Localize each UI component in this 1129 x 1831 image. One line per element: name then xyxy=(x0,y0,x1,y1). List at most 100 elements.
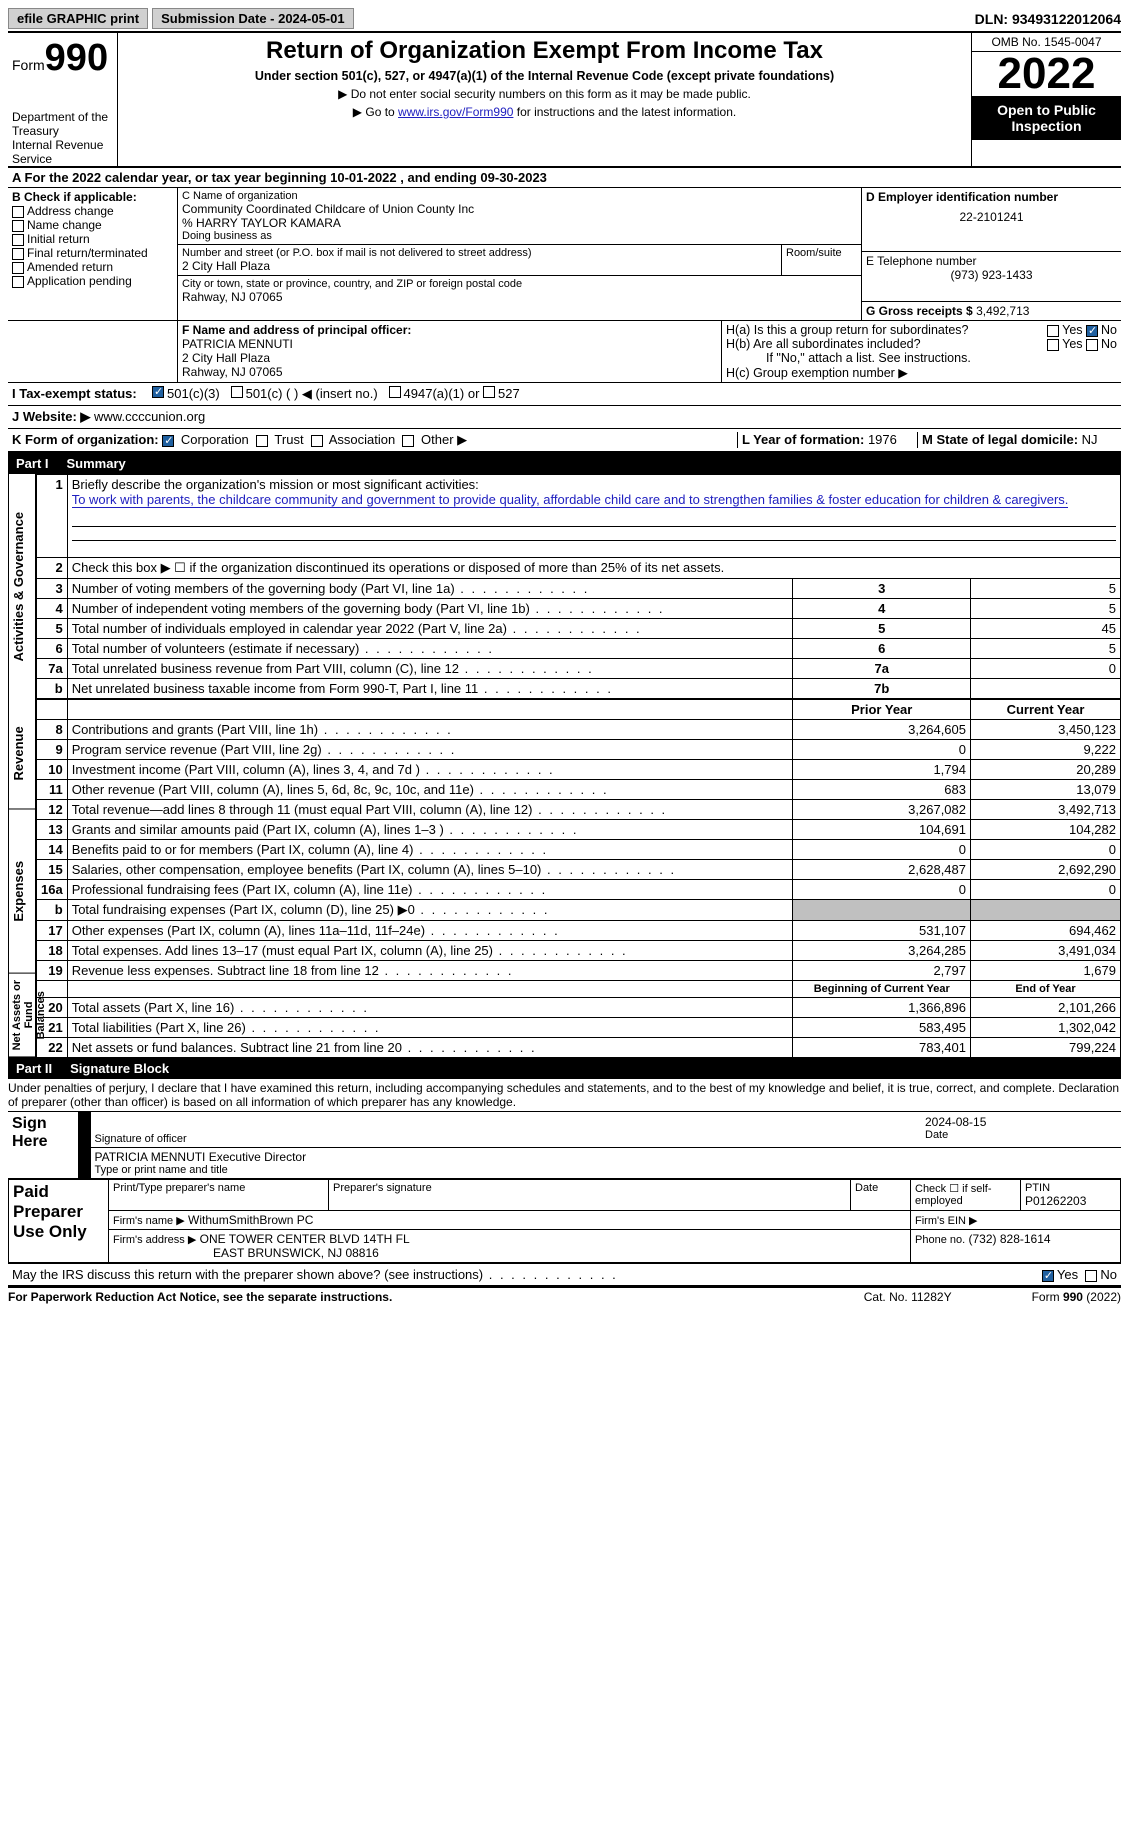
i-501c3[interactable] xyxy=(152,386,164,398)
discuss-no[interactable] xyxy=(1085,1270,1097,1282)
summary-body: Activities & Governance Revenue Expenses… xyxy=(8,474,1121,1058)
firm-addr-label: Firm's address ▶ xyxy=(113,1234,196,1246)
tax-year: 2022 xyxy=(972,52,1121,96)
c-care-of: % HARRY TAYLOR KAMARA xyxy=(182,216,857,230)
d-label: D Employer identification number xyxy=(866,190,1117,204)
summary-row: 7aTotal unrelated business revenue from … xyxy=(37,659,1121,679)
b-opt-amended[interactable]: Amended return xyxy=(12,260,173,274)
i-4947[interactable] xyxy=(389,386,401,398)
c-org-name: Community Coordinated Childcare of Union… xyxy=(182,202,857,216)
prep-date-label: Date xyxy=(855,1182,906,1194)
preparer-table: Paid Preparer Use Only Print/Type prepar… xyxy=(8,1178,1121,1263)
c-city: Rahway, NJ 07065 xyxy=(182,290,857,304)
b-opt-final[interactable]: Final return/terminated xyxy=(12,246,173,260)
h-b-label: H(b) Are all subordinates included? xyxy=(726,337,1047,351)
discuss-yes[interactable] xyxy=(1042,1270,1054,1282)
signature-table: Sign Here Signature of officer 2024-08-1… xyxy=(8,1112,1121,1178)
header-mid: Return of Organization Exempt From Incom… xyxy=(118,33,971,166)
summary-row: 4Number of independent voting members of… xyxy=(37,599,1121,619)
sig-name-title: PATRICIA MENNUTI Executive Director xyxy=(95,1150,1118,1164)
j-website: www.ccccunion.org xyxy=(94,409,205,425)
b-opt-name[interactable]: Name change xyxy=(12,218,173,232)
b-label: B Check if applicable: xyxy=(12,190,173,204)
k-corp[interactable] xyxy=(162,435,174,447)
open-to-public: Open to Public Inspection xyxy=(972,96,1121,140)
side-activities: Activities & Governance xyxy=(9,474,35,699)
summary-row: 10Investment income (Part VIII, column (… xyxy=(37,760,1121,780)
summary-row: 20Total assets (Part X, line 16)1,366,89… xyxy=(37,998,1121,1018)
e-label: E Telephone number xyxy=(866,254,1117,268)
f-addr2: Rahway, NJ 07065 xyxy=(182,365,717,379)
h-b-yes[interactable] xyxy=(1047,339,1059,351)
k-trust[interactable] xyxy=(256,435,268,447)
e-phone: (973) 923-1433 xyxy=(866,268,1117,282)
section-bcdefg: B Check if applicable: Address change Na… xyxy=(8,188,1121,320)
sign-here-label: Sign Here xyxy=(8,1113,78,1178)
part-ii-title: Signature Block xyxy=(70,1061,169,1076)
summary-row: 17Other expenses (Part IX, column (A), l… xyxy=(37,921,1121,941)
summary-row: 5Total number of individuals employed in… xyxy=(37,619,1121,639)
summary-row: 8Contributions and grants (Part VIII, li… xyxy=(37,720,1121,740)
ptin-value: P01262203 xyxy=(1025,1194,1116,1208)
firm-name-label: Firm's name ▶ xyxy=(113,1215,185,1227)
discuss-row: May the IRS discuss this return with the… xyxy=(8,1263,1121,1287)
side-revenue: Revenue xyxy=(9,699,35,809)
summary-row: 9Program service revenue (Part VIII, lin… xyxy=(37,740,1121,760)
phone-label: Phone no. xyxy=(915,1234,965,1246)
section-c: C Name of organization Community Coordin… xyxy=(178,188,861,320)
summary-row: 22Net assets or fund balances. Subtract … xyxy=(37,1038,1121,1058)
i-527[interactable] xyxy=(483,386,495,398)
penalty-text: Under penalties of perjury, I declare th… xyxy=(8,1079,1121,1112)
header-left: Form990 Department of the Treasury Inter… xyxy=(8,33,118,166)
form-number-990: 990 xyxy=(45,37,108,79)
form-subtitle-3: ▶ Go to www.irs.gov/Form990 for instruct… xyxy=(122,105,967,119)
c-label: C Name of organization xyxy=(182,190,857,202)
h-b-no[interactable] xyxy=(1086,339,1098,351)
sig-date: 2024-08-15 xyxy=(925,1115,1117,1129)
i-501c[interactable] xyxy=(231,386,243,398)
form-subtitle-1: Under section 501(c), 527, or 4947(a)(1)… xyxy=(122,69,967,83)
summary-row: 19Revenue less expenses. Subtract line 1… xyxy=(37,961,1121,981)
h-a-yes[interactable] xyxy=(1047,325,1059,337)
summary-row: 21Total liabilities (Part X, line 26)583… xyxy=(37,1018,1121,1038)
summary-row: 18Total expenses. Add lines 13–17 (must … xyxy=(37,941,1121,961)
summary-row: bTotal fundraising expenses (Part IX, co… xyxy=(37,900,1121,921)
efile-print-button[interactable]: efile GRAPHIC print xyxy=(8,8,148,29)
c-street: 2 City Hall Plaza xyxy=(182,259,777,273)
m-label: M State of legal domicile: xyxy=(922,432,1078,447)
b-opt-pending[interactable]: Application pending xyxy=(12,274,173,288)
h-b-note: If "No," attach a list. See instructions… xyxy=(726,351,1117,365)
section-a-tax-year: A For the 2022 calendar year, or tax yea… xyxy=(8,168,1121,188)
summary-row: 16aProfessional fundraising fees (Part I… xyxy=(37,880,1121,900)
line1-label: Briefly describe the organization's miss… xyxy=(72,477,479,492)
section-f-h: F Name and address of principal officer:… xyxy=(8,320,1121,382)
prep-check-label: Check ☐ if self-employed xyxy=(911,1179,1021,1211)
irs-link[interactable]: www.irs.gov/Form990 xyxy=(398,105,513,119)
h-a-label: H(a) Is this a group return for subordin… xyxy=(726,323,1047,337)
topbar: efile GRAPHIC print Submission Date - 20… xyxy=(8,8,1121,33)
discuss-label: May the IRS discuss this return with the… xyxy=(12,1267,1042,1282)
footer-right: Form 990 (2022) xyxy=(1032,1290,1121,1304)
prior-year-label: Prior Year xyxy=(793,699,971,720)
summary-row: 12Total revenue—add lines 8 through 11 (… xyxy=(37,800,1121,820)
summary-table: 1 Briefly describe the organization's mi… xyxy=(36,474,1121,1058)
k-assoc[interactable] xyxy=(311,435,323,447)
footer-mid: Cat. No. 11282Y xyxy=(864,1290,952,1304)
section-b: B Check if applicable: Address change Na… xyxy=(8,188,178,320)
b-opt-initial[interactable]: Initial return xyxy=(12,232,173,246)
k-other[interactable] xyxy=(402,435,414,447)
current-year-label: Current Year xyxy=(971,699,1121,720)
b-opt-address[interactable]: Address change xyxy=(12,204,173,218)
k-o1: Corporation xyxy=(181,432,249,447)
summary-row: bNet unrelated business taxable income f… xyxy=(37,679,1121,700)
submission-date-button[interactable]: Submission Date - 2024-05-01 xyxy=(152,8,354,29)
ptin-label: PTIN xyxy=(1025,1182,1116,1194)
summary-row: 11Other revenue (Part VIII, column (A), … xyxy=(37,780,1121,800)
open2: Inspection xyxy=(974,118,1119,134)
h-a-no[interactable] xyxy=(1086,325,1098,337)
summary-row: 15Salaries, other compensation, employee… xyxy=(37,860,1121,880)
phone-value: (732) 828-1614 xyxy=(969,1232,1051,1246)
i-o4: 527 xyxy=(498,386,520,402)
header-right: OMB No. 1545-0047 2022 Open to Public In… xyxy=(971,33,1121,166)
prior-current-header: Prior Year Current Year xyxy=(37,699,1121,720)
